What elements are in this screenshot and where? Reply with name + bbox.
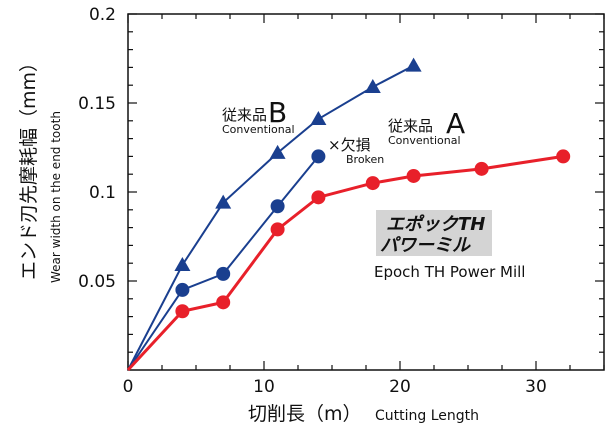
y-tick-label: 0.2: [89, 5, 116, 25]
label-conventional-a: 従来品 A Conventional: [388, 107, 465, 147]
data-point: [270, 222, 285, 237]
data-point: [406, 168, 421, 183]
label-a-en: Conventional: [388, 134, 461, 147]
data-point: [175, 304, 190, 319]
data-point: [311, 190, 326, 205]
data-point: [474, 161, 489, 176]
x-tick-label: 10: [253, 377, 275, 397]
data-point: [405, 57, 422, 72]
y-axis-title: エンド刃先摩耗幅（mm） Wear width on the end tooth: [18, 53, 63, 283]
series-1: [127, 149, 326, 371]
label-a-jp: 従来品: [388, 117, 433, 135]
y-tick-label: 0.1: [89, 183, 116, 203]
epoch-label-box: [376, 210, 492, 256]
label-conventional-b: 従来品 B Conventional: [222, 96, 295, 136]
x-axis-title: 切削長（m） Cutting Length: [248, 403, 479, 425]
x-tick-label: 20: [389, 377, 411, 397]
x-axis-title-jp: 切削長（m）: [248, 403, 362, 425]
label-b-letter: B: [268, 96, 287, 129]
epoch-jp-line1: エポックTH: [386, 214, 485, 235]
epoch-en: Epoch TH Power Mill: [374, 263, 525, 281]
x-tick-label: 0: [123, 377, 134, 397]
data-point: [311, 149, 326, 164]
y-axis-title-jp: エンド刃先摩耗幅（mm）: [18, 53, 40, 280]
series-layer: [126, 57, 571, 372]
plot-frame: [127, 13, 605, 371]
axes: [127, 13, 605, 371]
series-0: [127, 57, 422, 371]
data-point: [310, 111, 327, 126]
data-point: [216, 295, 231, 310]
data-point: [174, 256, 191, 271]
y-axis-title-en: Wear width on the end tooth: [49, 111, 63, 283]
data-point: [216, 266, 231, 281]
data-point: [365, 176, 380, 191]
annotation-broken: ×欠損 Broken: [328, 136, 384, 166]
data-point: [556, 149, 571, 164]
label-epoch: エポックTH パワーミル Epoch TH Power Mill: [374, 210, 525, 281]
ticks: 0 10 20 30 0.05 0.1 0.15 0.2: [78, 5, 605, 397]
data-point: [269, 144, 286, 159]
label-b-en: Conventional: [222, 123, 295, 136]
y-tick-label: 0.15: [78, 94, 116, 114]
broken-en: Broken: [346, 153, 384, 166]
x-axis-title-en: Cutting Length: [375, 408, 479, 424]
broken-jp: ×欠損: [328, 136, 371, 154]
data-point: [364, 78, 381, 93]
series-2: [126, 149, 571, 372]
label-a-letter: A: [446, 107, 465, 140]
data-point: [270, 199, 285, 214]
x-tick-label: 30: [525, 377, 547, 397]
epoch-jp-line2: パワーミル: [380, 235, 471, 256]
y-tick-label: 0.05: [78, 272, 116, 292]
data-point: [215, 194, 232, 209]
data-point: [175, 282, 190, 297]
label-b-jp: 従来品: [222, 106, 267, 124]
